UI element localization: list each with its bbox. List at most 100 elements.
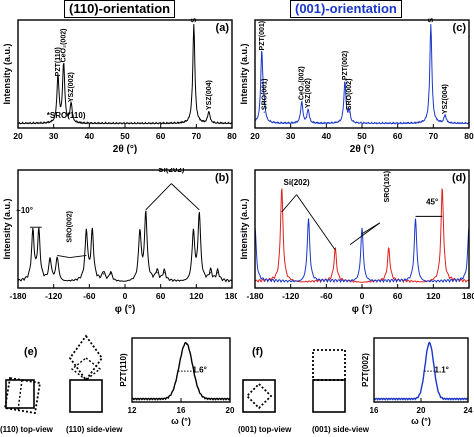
peak-0-5: [348, 111, 350, 113]
y-axis-label: PZT(002): [361, 353, 370, 387]
x-tick-label: -180: [9, 291, 26, 301]
substrate-square-top: [242, 379, 276, 413]
film-cell-upper: [312, 349, 346, 381]
x-tick-label: 0: [123, 291, 128, 301]
x-tick-label: 20: [250, 131, 260, 141]
peak-0-5: [91, 233, 93, 235]
y-axis-label: PZT(110): [119, 353, 128, 387]
annotation-2: CeO₂(002): [299, 66, 306, 100]
caption-f-top: (001) top-view: [238, 425, 292, 434]
x-axis-label: ω (°): [411, 416, 431, 426]
peak-0-0: [281, 188, 283, 190]
peak-0-13: [198, 214, 200, 216]
sro-arrow-0: [57, 254, 70, 259]
annotation-1: SRO(002): [67, 211, 74, 243]
peak-0-2: [49, 260, 51, 262]
peak-0-1: [63, 63, 65, 66]
si-arrow-1: [171, 183, 200, 211]
peak-0-3: [307, 109, 309, 111]
annotation-0: PZT(001): [259, 21, 266, 51]
x-tick-label: -120: [45, 291, 62, 301]
panel-label-e: (e): [24, 346, 38, 358]
schematic-e: [3, 334, 104, 415]
x-tick-label: -60: [83, 291, 96, 301]
caption-e-side: (110) side-view: [66, 425, 123, 434]
x-tick-label: 180: [225, 291, 237, 301]
y-axis-label: Intensity (a.u.): [239, 198, 249, 259]
header-right: (001)-orientation: [290, 0, 402, 18]
x-tick-label: 50: [357, 131, 367, 141]
chart-f-rocking: 16 20 24 ω (°) PZT(002) 1.1°: [361, 337, 473, 426]
annotation-3: Si(004): [191, 18, 198, 23]
annotation-0: PZT(110): [55, 47, 62, 76]
series-0-line: [254, 24, 470, 125]
annotation-0: Si(202): [283, 178, 310, 187]
caption-e-top: (110) top-view: [0, 425, 53, 434]
peak-0-3: [441, 188, 443, 190]
film-diagonal: [17, 379, 23, 411]
plot-frame: [131, 337, 231, 403]
x-tick-label: 70: [429, 131, 439, 141]
series-0-line: [17, 24, 233, 125]
peak-0-8: [139, 233, 141, 235]
film-cell-dotted: [3, 376, 42, 415]
x-tick-label: 120: [189, 291, 203, 301]
x-axis-label: 2θ (°): [350, 144, 374, 155]
peak-1-2: [361, 227, 363, 229]
x-tick-label: 50: [120, 131, 130, 141]
x-tick-label: 20: [226, 406, 235, 415]
annotation-2: 45°: [426, 197, 438, 206]
substrate-square-top: [5, 379, 35, 409]
x-tick-label: 30: [286, 131, 296, 141]
x-tick-label: 40: [322, 131, 332, 141]
x-tick-label: 24: [464, 406, 473, 415]
peak-0-14: [210, 272, 212, 274]
peak-0-15: [217, 272, 219, 274]
peak-0-2: [301, 101, 303, 103]
annotation-6: Si(004): [428, 18, 435, 23]
film-diamond-lower: [70, 357, 102, 381]
annotation-7: YSZ(004): [442, 84, 449, 114]
x-tick-label: -180: [246, 291, 263, 301]
annotation-1: CeO₂(002): [61, 29, 68, 63]
caption-f-side: (001) side-view: [312, 425, 369, 434]
header-left: (110)-orientation: [64, 0, 176, 18]
peak-0-4: [208, 111, 210, 113]
x-tick-label: 80: [227, 131, 237, 141]
x-tick-label: 12: [128, 406, 137, 415]
x-tick-label: 120: [426, 291, 440, 301]
x-tick-label: 60: [393, 291, 403, 301]
peak-0-2: [388, 249, 390, 251]
x-axis-label: φ (°): [115, 304, 136, 315]
x-axis-label: ω (°): [171, 416, 191, 426]
series-0-line: [254, 188, 470, 284]
x-tick-label: 30: [49, 131, 59, 141]
plot-frame: [254, 19, 470, 129]
x-tick-label: 16: [177, 406, 186, 415]
annotation-1: SRO(101): [384, 171, 391, 203]
y-axis-label: Intensity (a.u.): [2, 43, 12, 104]
x-tick-label: 60: [393, 131, 403, 141]
sro-arrow-1: [69, 254, 87, 259]
y-axis-label: Intensity (a.u.): [239, 43, 249, 104]
chart-c: 20 30 40 50 60 70 80 2θ (°) Intensity (a.u.) (c) P…: [239, 18, 474, 155]
sro-arrow-1: [349, 222, 381, 245]
annotation-0: 1.6°: [192, 366, 206, 375]
x-tick-label: -60: [320, 291, 333, 301]
y-axis-label: Intensity (a.u.): [2, 198, 12, 259]
x-tick-label: 0: [360, 291, 365, 301]
peak-0-6: [430, 24, 432, 26]
annotation-3: YSZ(002): [305, 78, 312, 108]
x-axis-label: 2θ (°): [113, 144, 137, 155]
peak-0-0: [57, 77, 59, 79]
panel-label: (c): [453, 22, 467, 34]
annotation-2: YSZ(002): [68, 72, 75, 102]
substrate-square-side: [312, 379, 346, 413]
annotation-5: *SRO(110): [47, 111, 86, 120]
chart-a: 20 30 40 50 60 70 80 2θ (°) Intensity (a.u.) (a) P…: [2, 18, 237, 155]
peak-0-10: [156, 272, 158, 274]
annotation-4: YSZ(004): [206, 80, 213, 110]
x-tick-label: 16: [370, 406, 379, 415]
x-tick-label: 60: [156, 291, 166, 301]
